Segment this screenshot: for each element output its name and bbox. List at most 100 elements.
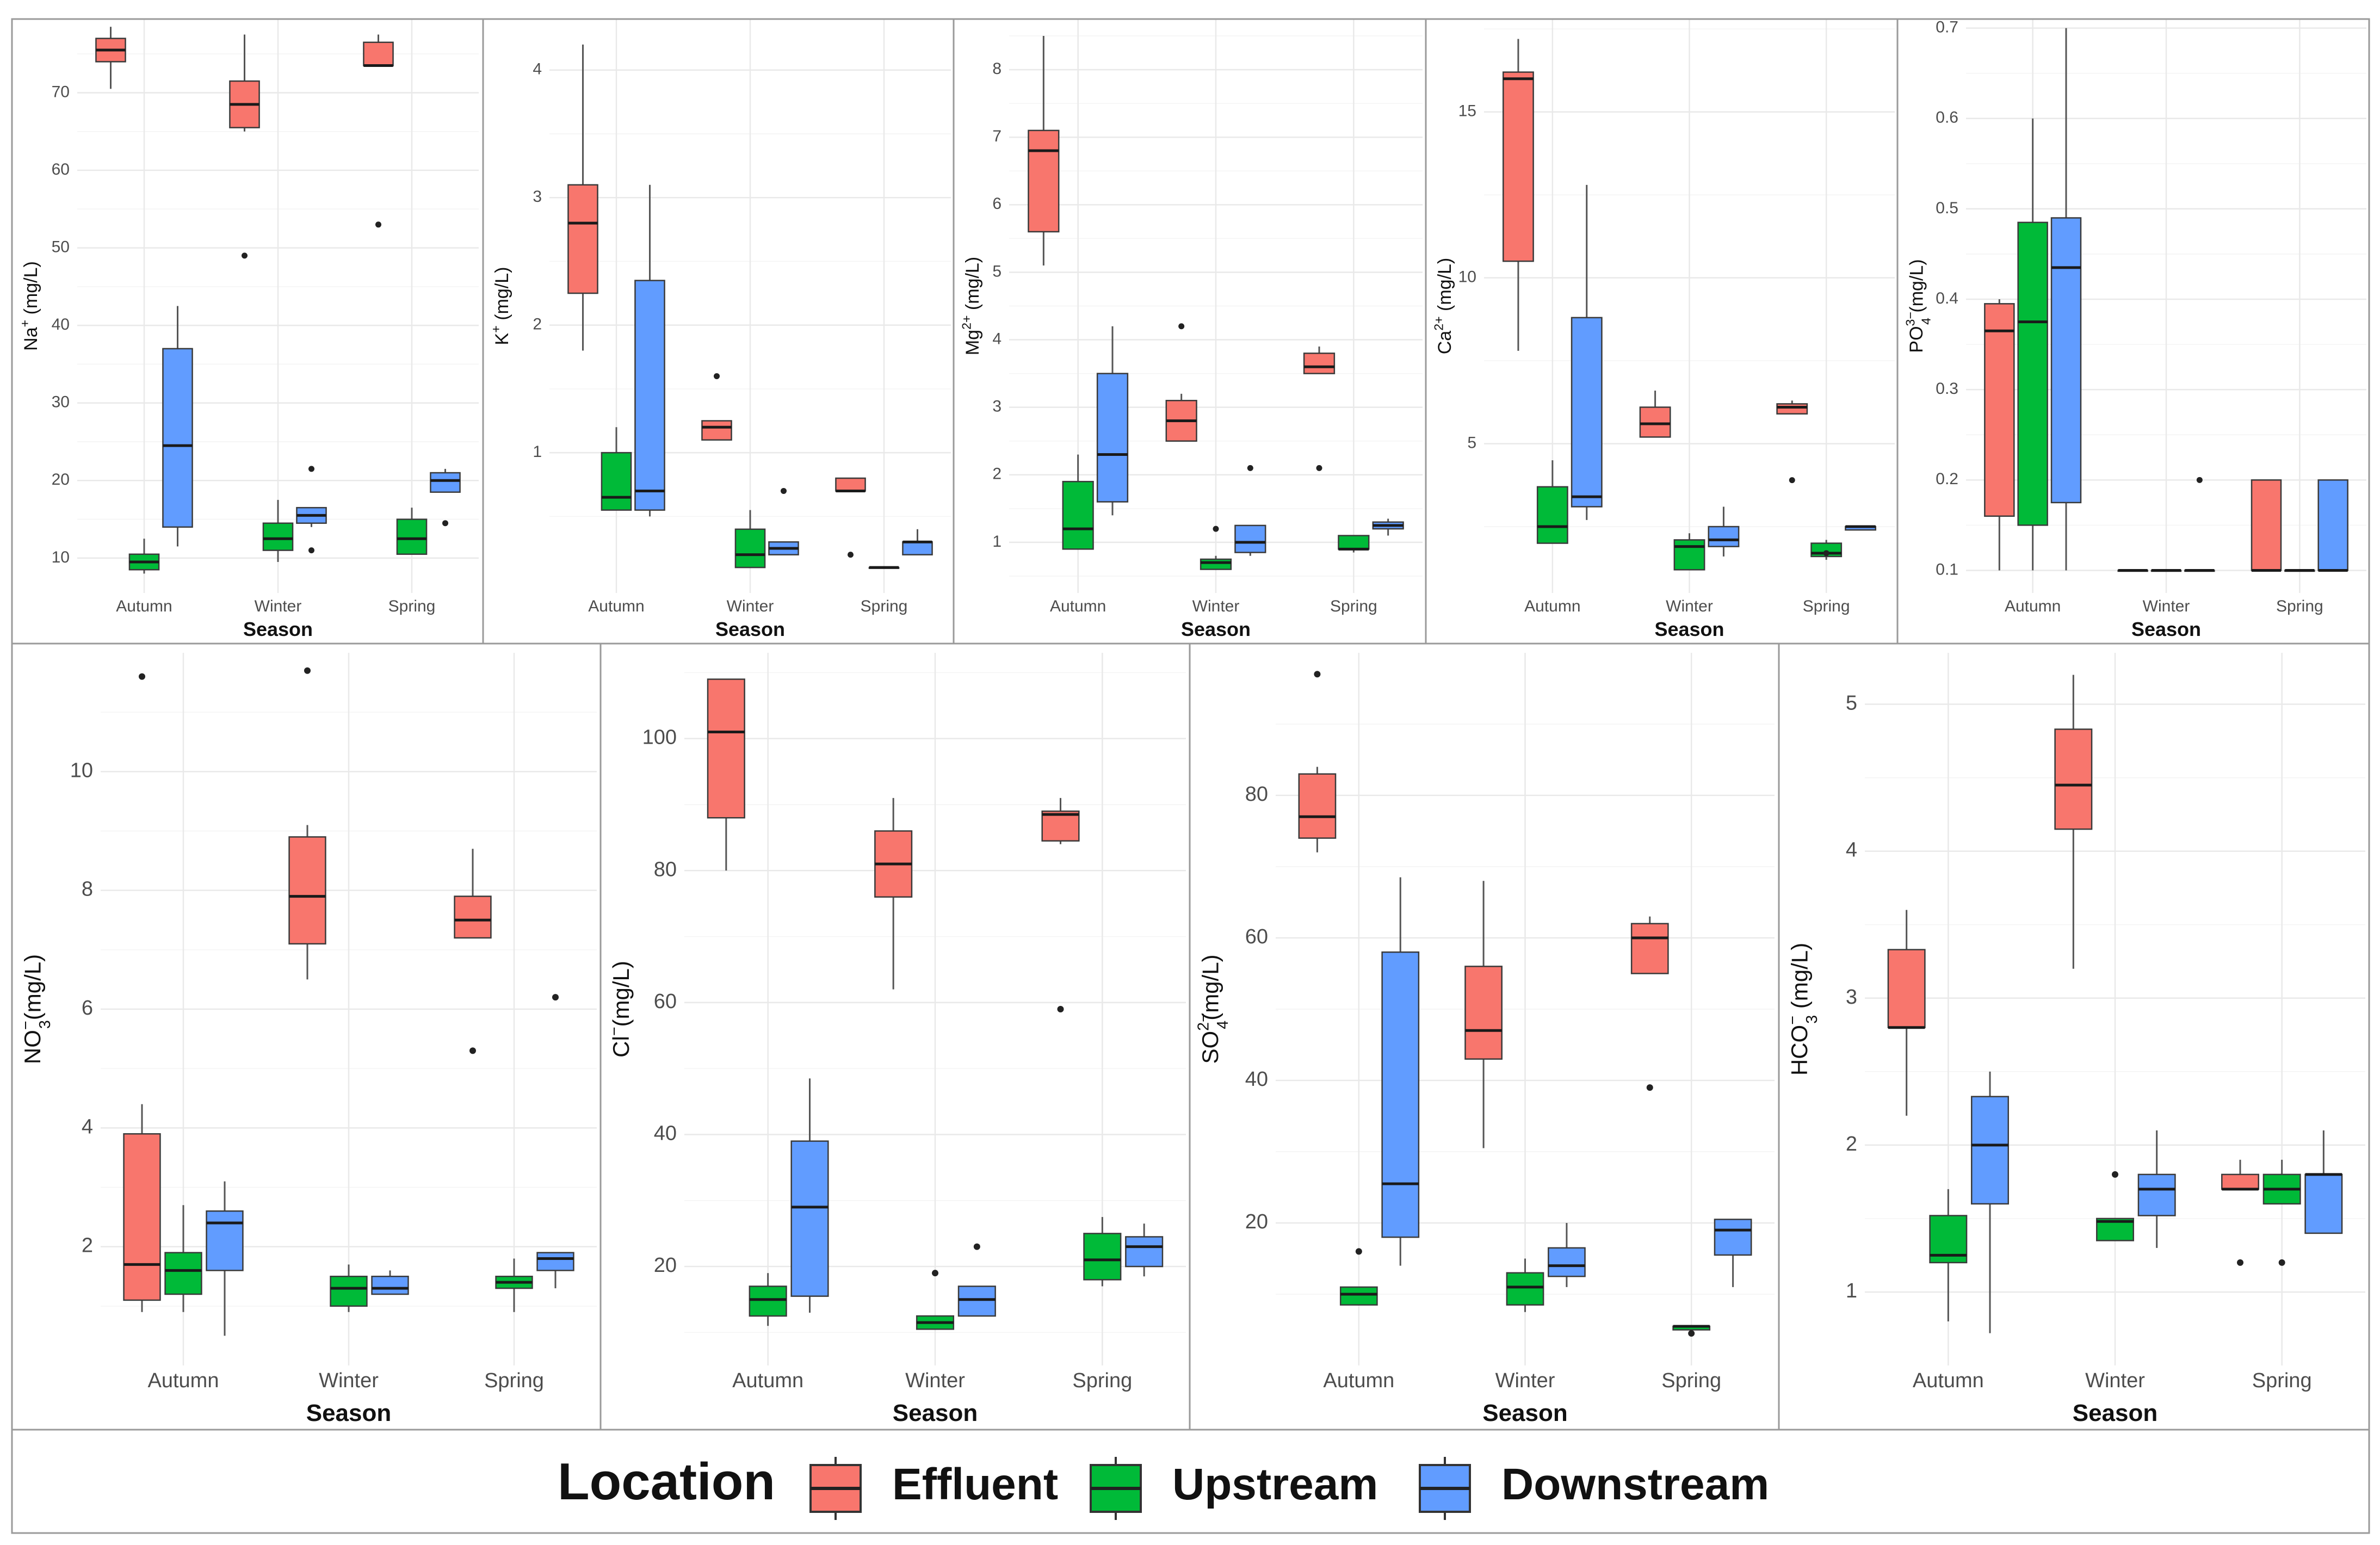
box-downstream-spring [430, 468, 461, 527]
outlier-point [1355, 1248, 1362, 1255]
outlier-point [1057, 1006, 1064, 1012]
box-downstream-winter [2184, 477, 2215, 572]
x-tick-label: Autumn [148, 1369, 219, 1392]
outlier-point [304, 667, 311, 674]
y-tick-label: 20 [52, 471, 70, 489]
iqr-box [1776, 403, 1808, 415]
box-downstream-autumn [1971, 1071, 2009, 1333]
iqr-box [206, 1210, 244, 1271]
box-upstream-spring [495, 1258, 533, 1312]
box-upstream-spring [1083, 1217, 1122, 1287]
x-tick-label: Spring [861, 597, 908, 615]
outlier-point [848, 552, 854, 558]
box-effluent-autumn [567, 44, 598, 351]
x-tick-label: Winter [1192, 597, 1240, 615]
y-tick-label: 6 [82, 997, 93, 1019]
outlier-point [139, 673, 145, 680]
box-upstream-autumn [1339, 1248, 1378, 1306]
legend-frame [11, 1429, 2370, 1534]
panel-po4: 0.1 0.2 0.3 0.4 0.5 0.6 0.7 Autumn Winter Spring S… [1896, 18, 2370, 645]
box-downstream-spring [1372, 518, 1404, 536]
box-effluent-winter [229, 34, 260, 259]
panel-no3: 2 4 6 8 10 Autumn Winter Spring Season NO− 3(mg/L) [11, 642, 602, 1431]
box-effluent-autumn [1984, 299, 2015, 571]
y-tick-label: 0.1 [1936, 560, 1958, 578]
panel-ca: 5 10 15 Autumn Winter Spring Season Ca2+ (mg/L) [1425, 18, 1899, 645]
y-tick-label: 10 [70, 759, 93, 782]
x-tick-label: Spring [484, 1369, 544, 1392]
y-tick-label: 50 [52, 238, 70, 256]
y-tick-label: 10 [1458, 268, 1476, 286]
y-tick-label: 2 [1846, 1133, 1857, 1155]
box-effluent-winter [2054, 675, 2093, 969]
box-downstream-autumn [162, 306, 193, 547]
x-tick-label: Spring [1661, 1369, 1721, 1392]
iqr-box [1536, 486, 1568, 544]
box-effluent-autumn [707, 678, 745, 871]
iqr-box [1673, 539, 1705, 571]
outlier-point [242, 252, 248, 259]
y-tick-label: 4 [1846, 839, 1857, 862]
x-tick-label: Autumn [1050, 597, 1106, 615]
y-tick-label: 70 [52, 83, 70, 101]
x-tick-label: Winter [727, 597, 774, 615]
panel-k: 1 2 3 4 Autumn Winter Spring Season K+ (mg/L) [482, 18, 955, 645]
series-downstream [1971, 1071, 2343, 1333]
y-tick-label: 5 [1846, 692, 1857, 715]
y-tick-label: 3 [992, 398, 1002, 416]
y-tick-label: 4 [82, 1115, 93, 1138]
iqr-box [1464, 966, 1503, 1060]
x-tick-label: Spring [388, 597, 436, 615]
box-upstream-winter [734, 510, 766, 568]
y-tick-label: 4 [533, 60, 542, 78]
box-upstream-spring [1338, 535, 1370, 553]
y-tick-label: 20 [654, 1254, 677, 1277]
series-effluent [123, 667, 492, 1312]
iqr-box [2137, 1173, 2176, 1216]
box-effluent-winter [2117, 568, 2148, 572]
box-upstream-spring [2262, 1159, 2301, 1266]
y-tick-label: 0.3 [1936, 380, 1958, 398]
iqr-box [363, 41, 394, 66]
x-tick-label: Autumn [1524, 597, 1580, 615]
iqr-box [749, 1286, 787, 1317]
outlier-point [1823, 550, 1829, 557]
box-upstream-winter [2096, 1171, 2134, 1241]
outlier-point [2237, 1259, 2243, 1266]
series-upstream [128, 499, 428, 574]
outlier-point [1213, 526, 1219, 532]
panel-hco3: 1 2 3 4 5 Autumn Winter Spring Season HCO− 3 (mg/L… [1778, 642, 2370, 1431]
y-tick-label: 7 [992, 127, 1002, 145]
chart-panels: 10 20 30 40 50 60 70 Autumn Winter Spring Season Na… [11, 18, 2370, 1431]
outlier-point [442, 520, 448, 527]
iqr-box [371, 1276, 409, 1295]
box-upstream-winter [330, 1264, 368, 1312]
iqr-box [1887, 949, 1926, 1029]
series-downstream [206, 994, 574, 1336]
iqr-box [1630, 923, 1669, 974]
iqr-box [430, 472, 461, 493]
x-tick-label: Spring [1330, 597, 1377, 615]
outlier-point [932, 1270, 938, 1277]
y-tick-label: 0.5 [1936, 199, 1958, 217]
iqr-box [707, 678, 745, 819]
box-downstream-autumn [206, 1181, 244, 1336]
box-effluent-autumn [1028, 36, 1060, 266]
outlier-point [1247, 465, 1253, 471]
iqr-box [262, 522, 294, 551]
y-tick-label: 4 [992, 330, 1002, 348]
box-effluent-winter [701, 373, 732, 441]
box-effluent-spring [835, 477, 866, 558]
iqr-box [1083, 1233, 1122, 1281]
box-upstream-autumn [1929, 1189, 1968, 1321]
box-effluent-spring [454, 849, 492, 1054]
iqr-box [2054, 728, 2093, 830]
box-downstream-spring [1845, 525, 1877, 531]
series-effluent [1502, 39, 1808, 484]
box-downstream-winter [957, 1243, 996, 1317]
y-axis-title: Ca2+ (mg/L) [1432, 258, 1455, 355]
iqr-box [162, 348, 193, 528]
legend-label: Effluent [892, 1460, 1058, 1509]
series-downstream [1571, 184, 1877, 557]
y-tick-label: 1 [1846, 1280, 1857, 1302]
